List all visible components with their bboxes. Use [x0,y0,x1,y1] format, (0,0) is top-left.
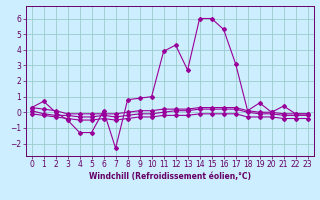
X-axis label: Windchill (Refroidissement éolien,°C): Windchill (Refroidissement éolien,°C) [89,172,251,181]
